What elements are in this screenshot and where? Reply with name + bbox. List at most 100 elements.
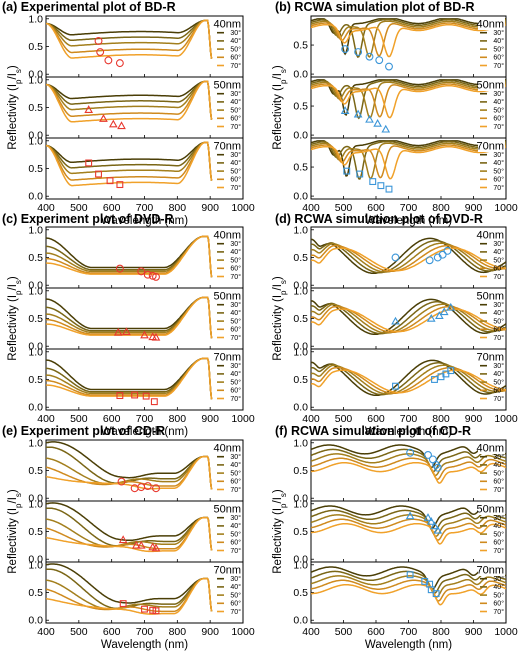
data-marker <box>426 313 436 322</box>
y-tick-label: 0.0 <box>293 341 308 353</box>
data-marker <box>119 600 127 608</box>
y-tick-label: 0.0 <box>28 280 43 292</box>
y-tick-label: 1.0 <box>293 498 308 510</box>
y-tick-label: 0.5 <box>28 41 43 53</box>
curves <box>311 298 506 336</box>
series-line-40° <box>46 80 213 120</box>
series-line-30° <box>46 563 213 612</box>
y-tick-label: 0.5 <box>293 374 308 386</box>
data-marker <box>385 62 393 71</box>
y-tick-label: 0.5 <box>293 162 308 174</box>
y-tick-label: 0.5 <box>293 465 308 477</box>
series-line-60° <box>311 518 506 541</box>
data-marker <box>377 182 385 190</box>
y-tick-label: 1.0 <box>28 346 43 358</box>
series-line-50° <box>46 357 213 400</box>
series-line-50° <box>311 453 506 477</box>
legend-entry: 60° <box>493 326 504 334</box>
y-axis-label-part: ) <box>272 489 284 493</box>
y-tick-label: 0.5 <box>28 313 43 325</box>
y-tick-label: 0.5 <box>28 252 43 264</box>
series-line-70° <box>311 23 506 58</box>
legend: 30°40°50°60°70° <box>480 514 504 555</box>
data-marker <box>84 105 94 113</box>
thickness-label: 40nm <box>476 19 504 31</box>
data-marker <box>443 246 452 255</box>
series-line-30° <box>46 441 213 490</box>
y-axis-label-part: /I <box>272 497 284 503</box>
legend-entry: 40° <box>230 248 241 256</box>
thickness-label-bg <box>215 502 242 515</box>
y-tick-label: 0.5 <box>293 587 308 599</box>
y-tick-label: 0.5 <box>28 587 43 599</box>
legend-entry: 70° <box>493 334 504 342</box>
thickness-label: 70nm <box>476 352 504 364</box>
y-axis-label-part: Reflectivity (I <box>7 295 19 361</box>
thickness-label: 40nm <box>213 19 241 31</box>
legend-entry: 30° <box>230 90 241 98</box>
y-axis-label-part: Reflectivity (I <box>7 508 19 574</box>
legend-entry: 30° <box>493 90 504 98</box>
series-line-30° <box>311 444 506 469</box>
x-tick-label: 800 <box>432 626 450 638</box>
x-tick-label: 400 <box>302 413 320 425</box>
y-tick-label: 1.0 <box>28 224 43 236</box>
series-line-50° <box>46 516 213 551</box>
legend-entry: 60° <box>493 600 504 608</box>
legend-entry: 50° <box>493 256 504 264</box>
legend-entry: 70° <box>493 486 504 494</box>
y-axis-label-part: s <box>14 280 23 284</box>
y-tick-label: 0.0 <box>28 615 43 627</box>
data-marker <box>439 307 449 316</box>
y-tick-label: 0.5 <box>293 526 308 538</box>
legend-entry: 60° <box>230 54 241 62</box>
y-tick-label: 0.0 <box>293 615 308 627</box>
data-marker <box>151 332 161 341</box>
series-line-70° <box>311 461 506 484</box>
curves <box>46 235 213 278</box>
y-tick-label: 1.0 <box>28 135 43 147</box>
data-marker <box>438 250 447 259</box>
data-marker <box>136 540 146 549</box>
legend-entry: 70° <box>230 273 241 281</box>
legend-entry: 50° <box>493 167 504 175</box>
data-marker <box>353 109 363 118</box>
legend: 30°40°50°60°70° <box>217 151 241 192</box>
series-line-60° <box>311 22 506 57</box>
legend-entry: 70° <box>493 547 504 555</box>
legend-entry: 50° <box>230 106 241 114</box>
series-line-30° <box>46 80 213 120</box>
x-tick-label: 700 <box>400 626 418 638</box>
series-line-60° <box>311 457 506 481</box>
x-tick-label: 500 <box>335 413 353 425</box>
y-tick-label: 0.5 <box>28 526 43 538</box>
data-marker <box>435 311 444 319</box>
x-tick-label: 800 <box>169 626 187 638</box>
legend-entry: 60° <box>230 478 241 486</box>
y-tick-label: 0.0 <box>293 402 308 414</box>
x-tick-label: 1000 <box>494 626 518 638</box>
data-marker <box>152 484 160 493</box>
data-marker <box>142 392 150 400</box>
y-tick-label: 0.0 <box>28 341 43 353</box>
data-marker <box>113 327 123 336</box>
legend-entry: 50° <box>493 106 504 114</box>
curves <box>311 566 506 606</box>
thickness-label: 40nm <box>476 443 504 455</box>
y-axis-label-part: s <box>279 280 288 284</box>
y-tick-label: 1.0 <box>293 285 308 297</box>
legend-entry: 50° <box>230 317 241 325</box>
y-axis-label-part: Reflectivity (I <box>272 84 284 150</box>
panel-title: (e) Experiment plot of CD-R <box>2 424 165 438</box>
data-marker <box>140 330 149 339</box>
y-axis-label-part: Reflectivity (I <box>272 508 284 574</box>
data-marker <box>391 316 400 325</box>
y-tick-label: 1.0 <box>293 346 308 358</box>
y-axis-label-part: p <box>14 290 23 295</box>
legend: 30°40°50°60°70° <box>217 362 241 403</box>
